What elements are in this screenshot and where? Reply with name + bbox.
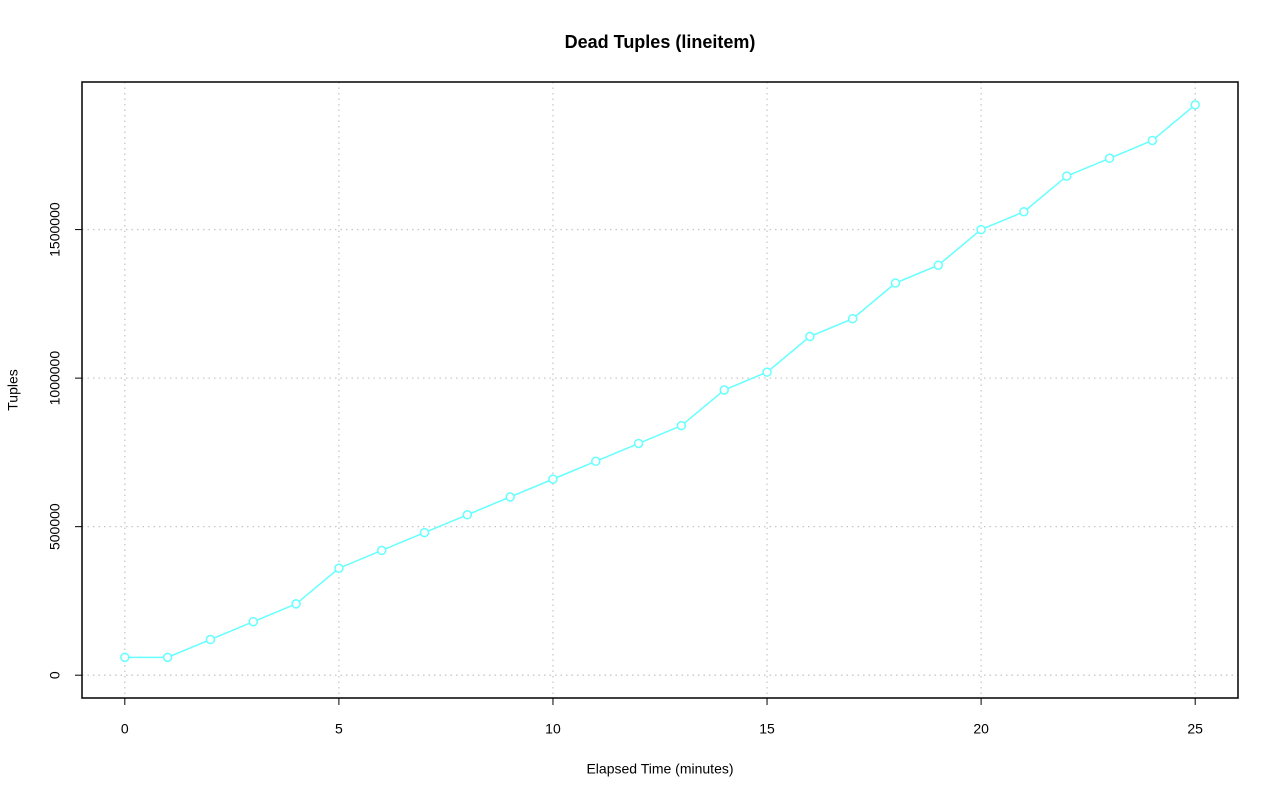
y-tick-label: 500000	[47, 503, 63, 550]
chart-title: Dead Tuples (lineitem)	[565, 32, 756, 52]
x-axis-label: Elapsed Time (minutes)	[586, 761, 733, 777]
plot-frame	[81, 81, 1239, 699]
data-point	[847, 313, 858, 324]
y-tick-label: 1500000	[47, 202, 63, 257]
data-point	[548, 474, 558, 484]
data-point	[376, 545, 387, 556]
data-point	[933, 260, 944, 270]
data-point	[976, 224, 986, 235]
data-point	[762, 367, 772, 377]
data-point	[462, 510, 473, 520]
data-point	[205, 634, 216, 645]
data-point	[1190, 100, 1200, 110]
x-tick-label: 10	[545, 721, 561, 737]
data-point	[676, 420, 687, 431]
data-point	[1019, 207, 1029, 217]
x-tick-label: 25	[1187, 721, 1203, 737]
data-point	[805, 331, 815, 342]
data-point	[1147, 135, 1158, 146]
data-point	[1104, 153, 1115, 164]
data-point	[719, 385, 729, 395]
data-point	[248, 616, 259, 627]
data-point	[890, 278, 901, 288]
data-point	[633, 438, 644, 449]
x-tick-label: 15	[759, 721, 775, 737]
x-tick-label: 0	[121, 721, 129, 737]
x-tick-label: 20	[973, 721, 989, 737]
y-tick-label: 1000000	[47, 351, 63, 406]
data-point	[591, 456, 601, 467]
data-point	[1061, 171, 1072, 181]
series-line	[124, 104, 1196, 659]
y-axis-label: Tuples	[5, 369, 21, 411]
data-point	[162, 652, 173, 663]
x-tick-label: 5	[335, 721, 343, 737]
data-point	[120, 652, 130, 663]
y-tick-label: 0	[47, 671, 63, 679]
data-point	[291, 599, 301, 609]
data-point	[505, 492, 515, 502]
data-point	[419, 527, 430, 538]
data-point	[334, 563, 344, 573]
